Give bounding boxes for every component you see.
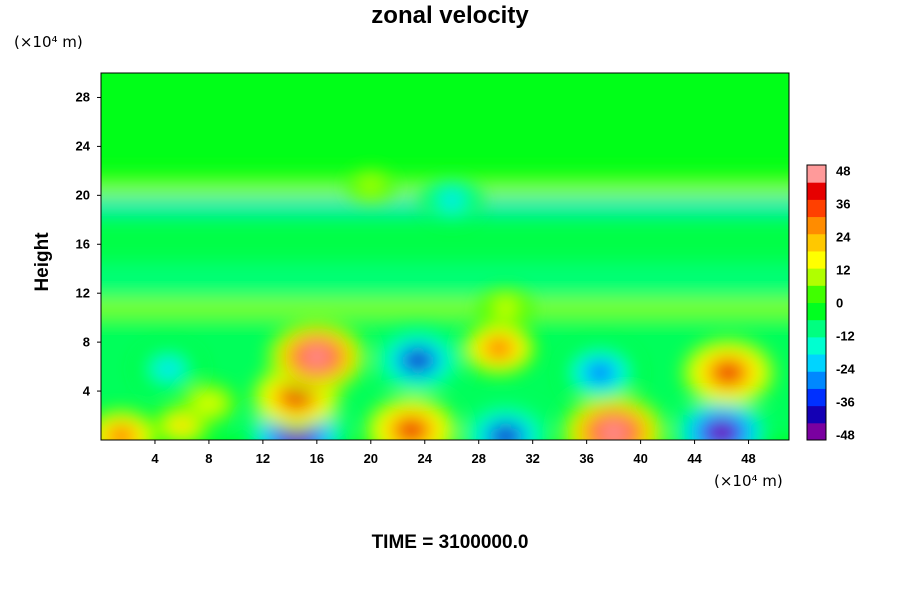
velocity-feature bbox=[493, 427, 519, 440]
colorbar-swatch bbox=[807, 302, 826, 321]
colorbar-tick-label: 48 bbox=[836, 163, 851, 179]
velocity-feature bbox=[443, 194, 461, 207]
colorbar-tick-label: -48 bbox=[836, 427, 855, 443]
x-tick-label: 32 bbox=[525, 451, 540, 466]
x-tick-label: 28 bbox=[471, 451, 486, 466]
velocity-feature bbox=[284, 388, 309, 407]
velocity-feature bbox=[708, 422, 736, 440]
x-tick-label: 48 bbox=[741, 451, 756, 466]
colorbar-swatch bbox=[807, 199, 826, 218]
x-tick-label: 8 bbox=[205, 451, 213, 466]
y-ticks bbox=[97, 96, 101, 392]
x-tick-label: 4 bbox=[151, 451, 159, 466]
velocity-feature bbox=[110, 428, 132, 440]
y-tick-label: 16 bbox=[75, 236, 90, 252]
colorbar-tick-label: 0 bbox=[836, 295, 844, 311]
velocity-feature bbox=[364, 180, 378, 191]
colorbar-swatch bbox=[807, 250, 826, 269]
colorbar-swatch bbox=[807, 165, 826, 183]
colorbar-frame bbox=[806, 164, 827, 441]
y-tick-label: 8 bbox=[82, 334, 90, 350]
colorbar-tick-label: -12 bbox=[836, 328, 855, 344]
colorbar-tick-label: 12 bbox=[836, 262, 851, 278]
colorbar-tick-label: -24 bbox=[836, 361, 855, 377]
colorbar-swatch bbox=[807, 285, 826, 303]
colorbar-swatch bbox=[807, 388, 826, 407]
plot-frame bbox=[100, 72, 790, 441]
velocity-feature bbox=[405, 351, 431, 370]
velocity-features bbox=[101, 168, 774, 440]
x-axis-unit: (×10⁴ m) bbox=[714, 472, 783, 490]
time-label: TIME = 3100000.0 bbox=[371, 532, 529, 553]
velocity-feature bbox=[398, 420, 424, 440]
y-tick-label: 4 bbox=[82, 383, 90, 399]
colorbar-swatch bbox=[807, 405, 826, 424]
colorbar-tick-label: 24 bbox=[836, 229, 851, 245]
colorbar-tick-label: -36 bbox=[836, 394, 855, 410]
x-tick-label: 40 bbox=[633, 451, 648, 466]
y-axis-unit: (×10⁴ m) bbox=[14, 33, 83, 51]
velocity-feature bbox=[159, 362, 178, 376]
x-tick-label: 24 bbox=[417, 451, 432, 466]
background-band bbox=[101, 170, 789, 186]
velocity-feature bbox=[173, 419, 191, 432]
colorbar-swatch bbox=[807, 422, 826, 441]
colorbar-swatch bbox=[807, 182, 826, 200]
x-tick-label: 20 bbox=[363, 451, 379, 466]
velocity-feature bbox=[498, 302, 514, 314]
colorbar-swatch bbox=[807, 336, 826, 355]
colorbar-swatch bbox=[807, 216, 826, 235]
x-tick-label: 36 bbox=[579, 451, 594, 466]
colorbar bbox=[806, 164, 827, 441]
velocity-feature bbox=[201, 397, 217, 409]
y-tick-label: 12 bbox=[75, 285, 90, 301]
velocity-feature bbox=[715, 363, 742, 383]
velocity-feature bbox=[599, 422, 628, 440]
y-tick-label: 28 bbox=[75, 89, 90, 105]
background-band bbox=[101, 301, 789, 314]
y-tick-label: 24 bbox=[75, 138, 90, 154]
chart-title: zonal velocity bbox=[371, 2, 529, 29]
x-ticks bbox=[154, 440, 750, 444]
background-band bbox=[101, 262, 789, 300]
velocity-feature bbox=[589, 364, 612, 381]
velocity-feature bbox=[303, 346, 331, 367]
velocity-feature bbox=[488, 340, 510, 357]
colorbar-swatch bbox=[807, 233, 826, 252]
colorbar-swatch bbox=[807, 354, 826, 372]
plot-area bbox=[101, 73, 789, 440]
colorbar-swatch bbox=[807, 319, 826, 338]
colorbar-swatch bbox=[807, 268, 826, 286]
x-tick-label: 12 bbox=[255, 451, 271, 466]
x-tick-label: 16 bbox=[309, 451, 325, 466]
x-tick-label: 44 bbox=[687, 451, 702, 466]
colorbar-swatch bbox=[807, 371, 826, 389]
y-tick-label: 20 bbox=[75, 187, 90, 203]
colorbar-tick-label: 36 bbox=[836, 196, 851, 212]
